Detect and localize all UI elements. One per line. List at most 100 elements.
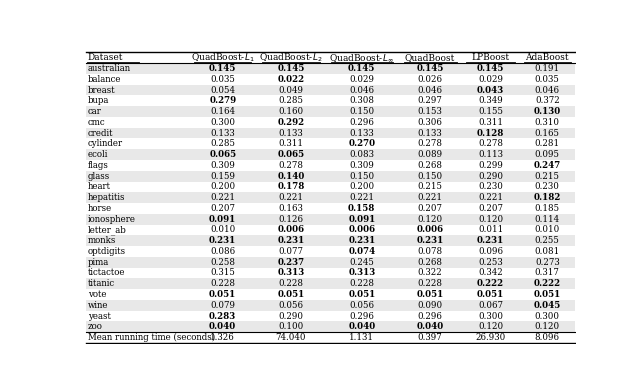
Text: QuadBoost-$L_{\infty}$: QuadBoost-$L_{\infty}$ [330, 52, 394, 63]
Text: 0.065: 0.065 [277, 150, 305, 159]
Text: 0.258: 0.258 [210, 258, 236, 267]
Text: 0.300: 0.300 [535, 312, 560, 320]
Bar [86, 203, 575, 214]
Bar [86, 322, 575, 332]
Text: 0.150: 0.150 [349, 172, 374, 181]
Text: 0.046: 0.046 [535, 86, 560, 94]
Text: 0.077: 0.077 [278, 247, 303, 256]
Text: 0.006: 0.006 [277, 226, 305, 235]
Text: 0.296: 0.296 [417, 312, 442, 320]
Text: 0.067: 0.067 [478, 301, 503, 310]
Text: 0.221: 0.221 [278, 193, 303, 202]
Text: 0.145: 0.145 [277, 64, 305, 73]
Bar [86, 52, 575, 63]
Bar [86, 74, 575, 85]
Text: hepatitis: hepatitis [88, 193, 125, 202]
Text: 0.397: 0.397 [418, 333, 442, 342]
Bar [86, 128, 575, 139]
Text: 0.237: 0.237 [277, 258, 305, 267]
Text: 0.145: 0.145 [477, 64, 504, 73]
Text: 0.310: 0.310 [535, 118, 560, 127]
Text: titanic: titanic [88, 279, 115, 288]
Text: letter_ab: letter_ab [88, 225, 127, 235]
Bar [86, 257, 575, 268]
Text: 0.126: 0.126 [278, 215, 303, 224]
Text: 0.215: 0.215 [417, 182, 442, 192]
Text: 0.089: 0.089 [417, 150, 443, 159]
Text: 0.051: 0.051 [277, 290, 305, 299]
Bar [86, 289, 575, 300]
Text: 0.065: 0.065 [209, 150, 236, 159]
Text: 0.153: 0.153 [417, 107, 442, 116]
Text: 0.128: 0.128 [477, 128, 504, 138]
Text: 0.133: 0.133 [349, 128, 374, 138]
Text: 0.230: 0.230 [535, 182, 560, 192]
Text: wine: wine [88, 301, 108, 310]
Bar [86, 311, 575, 322]
Bar [86, 85, 575, 96]
Text: 0.120: 0.120 [478, 322, 503, 331]
Text: 0.081: 0.081 [534, 247, 560, 256]
Text: 0.043: 0.043 [477, 86, 504, 94]
Text: 0.221: 0.221 [417, 193, 442, 202]
Text: AdaBoost: AdaBoost [525, 53, 569, 62]
Text: 1.326: 1.326 [211, 333, 235, 342]
Text: 0.182: 0.182 [534, 193, 561, 202]
Text: 0.349: 0.349 [478, 96, 503, 105]
Text: 0.035: 0.035 [535, 75, 560, 84]
Text: 26.930: 26.930 [476, 333, 506, 342]
Text: 0.308: 0.308 [349, 96, 374, 105]
Text: 0.120: 0.120 [478, 215, 503, 224]
Text: 0.051: 0.051 [209, 290, 236, 299]
Text: 0.011: 0.011 [478, 226, 503, 235]
Text: 0.026: 0.026 [417, 75, 442, 84]
Text: 0.158: 0.158 [348, 204, 376, 213]
Text: 0.046: 0.046 [349, 86, 374, 94]
Text: 0.221: 0.221 [478, 193, 503, 202]
Bar [86, 214, 575, 224]
Text: 0.051: 0.051 [417, 290, 444, 299]
Text: 0.133: 0.133 [278, 128, 303, 138]
Text: 0.311: 0.311 [278, 139, 303, 148]
Text: 0.113: 0.113 [478, 150, 503, 159]
Text: 0.095: 0.095 [535, 150, 560, 159]
Bar [86, 171, 575, 182]
Text: QuadBoost: QuadBoost [405, 53, 455, 62]
Text: australian: australian [88, 64, 131, 73]
Text: 0.283: 0.283 [209, 312, 236, 320]
Text: 0.270: 0.270 [348, 139, 375, 148]
Text: horse: horse [88, 204, 112, 213]
Text: 0.145: 0.145 [417, 64, 444, 73]
Text: 0.297: 0.297 [417, 96, 442, 105]
Text: 0.207: 0.207 [417, 204, 442, 213]
Text: 0.051: 0.051 [534, 290, 561, 299]
Text: 0.268: 0.268 [417, 161, 442, 170]
Text: 0.322: 0.322 [418, 269, 442, 277]
Text: 0.091: 0.091 [348, 215, 376, 224]
Text: monks: monks [88, 236, 116, 245]
Text: 0.056: 0.056 [278, 301, 303, 310]
Text: 0.231: 0.231 [417, 236, 444, 245]
Text: 0.278: 0.278 [417, 139, 442, 148]
Text: 0.231: 0.231 [209, 236, 236, 245]
Text: 0.049: 0.049 [278, 86, 303, 94]
Text: glass: glass [88, 172, 110, 181]
Text: 0.279: 0.279 [209, 96, 236, 105]
Text: 0.306: 0.306 [417, 118, 442, 127]
Text: 0.051: 0.051 [348, 290, 376, 299]
Text: 0.200: 0.200 [210, 182, 236, 192]
Text: 0.078: 0.078 [417, 247, 443, 256]
Text: 0.133: 0.133 [211, 128, 235, 138]
Text: 0.309: 0.309 [349, 161, 374, 170]
Text: heart: heart [88, 182, 111, 192]
Text: 0.029: 0.029 [478, 75, 503, 84]
Text: 0.299: 0.299 [478, 161, 503, 170]
Text: 0.164: 0.164 [210, 107, 236, 116]
Bar [86, 182, 575, 192]
Text: 0.040: 0.040 [348, 322, 376, 331]
Text: yeast: yeast [88, 312, 111, 320]
Text: bupa: bupa [88, 96, 109, 105]
Text: 8.096: 8.096 [535, 333, 560, 342]
Bar [86, 192, 575, 203]
Bar [86, 160, 575, 171]
